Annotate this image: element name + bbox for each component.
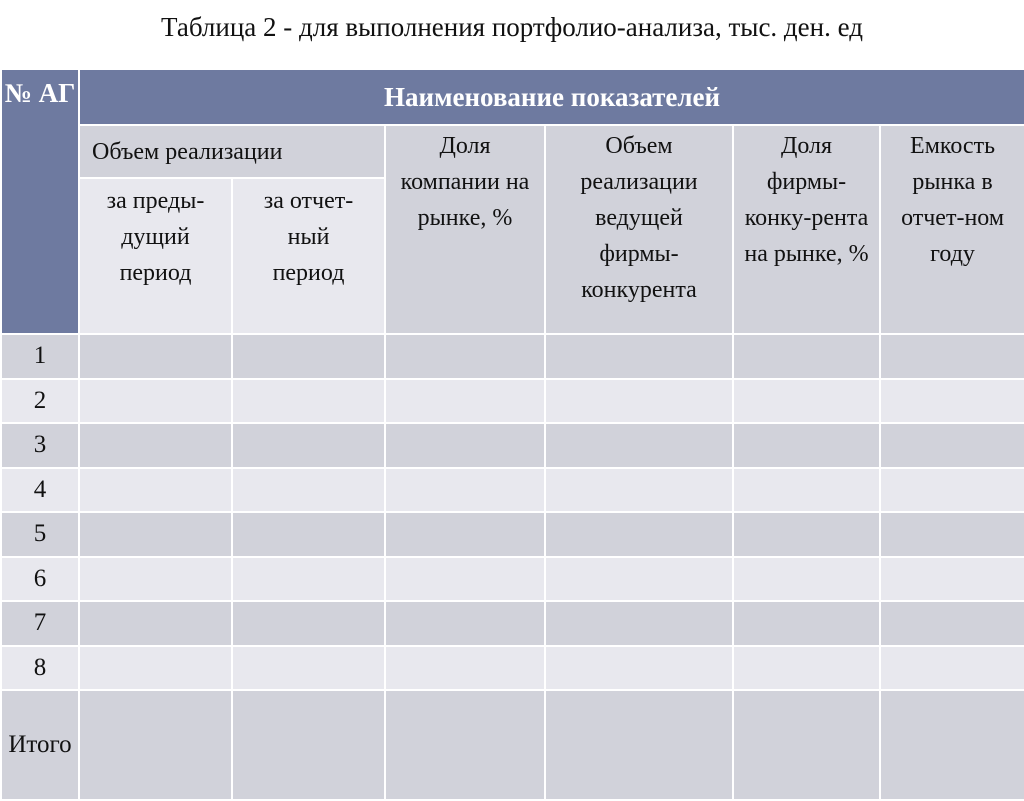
table-title: Таблица 2 - для выполнения портфолио-ана… xyxy=(161,12,863,42)
table-row: 8 xyxy=(0,644,1024,691)
data-cell[interactable] xyxy=(732,377,881,424)
table-row: 3 xyxy=(0,422,1024,469)
data-cell[interactable] xyxy=(78,466,233,513)
data-cell[interactable] xyxy=(878,511,1024,558)
data-cell[interactable] xyxy=(878,689,1024,801)
header-market-capacity: Емкость рынка в отчет-ном году xyxy=(878,124,1024,335)
header-competitor-share: Доля фирмы-конку-рента на рынке, % xyxy=(732,124,881,335)
row-label: 7 xyxy=(0,600,80,647)
data-cell[interactable] xyxy=(231,511,386,558)
row-label: 1 xyxy=(0,333,80,380)
data-cell[interactable] xyxy=(231,689,386,801)
data-cell[interactable] xyxy=(231,333,386,380)
row-label: Итого xyxy=(0,689,80,801)
data-cell[interactable] xyxy=(544,333,734,380)
table-row: 4 xyxy=(0,466,1024,513)
header-ag: № АГ xyxy=(0,68,80,335)
data-cell[interactable] xyxy=(78,333,233,380)
data-cell[interactable] xyxy=(78,644,233,691)
row-label: 4 xyxy=(0,466,80,513)
header-leader-sales: Объем реализации ведущей фирмы-конкурент… xyxy=(544,124,734,335)
data-cell[interactable] xyxy=(544,644,734,691)
data-cell[interactable] xyxy=(231,377,386,424)
header-company-share: Доля компании на рынке, % xyxy=(384,124,546,335)
data-cell[interactable] xyxy=(878,466,1024,513)
data-cell[interactable] xyxy=(384,511,546,558)
row-label: 2 xyxy=(0,377,80,424)
data-cell[interactable] xyxy=(78,422,233,469)
data-cell[interactable] xyxy=(544,555,734,602)
data-cell[interactable] xyxy=(544,511,734,558)
data-cell[interactable] xyxy=(544,600,734,647)
table-row: 6 xyxy=(0,555,1024,602)
table-row: 1 xyxy=(0,333,1024,380)
data-cell[interactable] xyxy=(78,511,233,558)
table-row: 2 xyxy=(0,377,1024,424)
data-cell[interactable] xyxy=(78,377,233,424)
data-cell[interactable] xyxy=(732,466,881,513)
table-row: 7 xyxy=(0,600,1024,647)
data-cell[interactable] xyxy=(231,600,386,647)
data-cell[interactable] xyxy=(878,377,1024,424)
data-cell[interactable] xyxy=(231,644,386,691)
data-cell[interactable] xyxy=(878,333,1024,380)
portfolio-table: № АГ Наименование показателей Объем реал… xyxy=(0,68,1024,801)
data-cell[interactable] xyxy=(231,466,386,513)
data-cell[interactable] xyxy=(732,511,881,558)
data-cell[interactable] xyxy=(544,422,734,469)
data-cell[interactable] xyxy=(78,600,233,647)
row-label: 3 xyxy=(0,422,80,469)
data-cell[interactable] xyxy=(544,466,734,513)
header-prev-period: за преды-дущий период xyxy=(78,177,233,335)
data-cell[interactable] xyxy=(732,422,881,469)
header-curr-period: за отчет-ный период xyxy=(231,177,386,335)
data-cell[interactable] xyxy=(78,555,233,602)
data-cell[interactable] xyxy=(231,422,386,469)
row-label: 8 xyxy=(0,644,80,691)
data-cell[interactable] xyxy=(384,600,546,647)
data-cell[interactable] xyxy=(732,689,881,801)
data-cell[interactable] xyxy=(544,689,734,801)
data-cell[interactable] xyxy=(384,333,546,380)
data-cell[interactable] xyxy=(878,600,1024,647)
data-cell[interactable] xyxy=(878,555,1024,602)
header-indicators: Наименование показателей xyxy=(77,68,1024,126)
data-cell[interactable] xyxy=(732,600,881,647)
data-cell[interactable] xyxy=(732,644,881,691)
table-row: Итого xyxy=(0,689,1024,801)
data-cell[interactable] xyxy=(384,644,546,691)
data-cell[interactable] xyxy=(544,377,734,424)
table-row: 5 xyxy=(0,511,1024,558)
data-cell[interactable] xyxy=(384,377,546,424)
data-cell[interactable] xyxy=(878,644,1024,691)
row-label: 5 xyxy=(0,511,80,558)
data-cell[interactable] xyxy=(384,466,546,513)
data-cell[interactable] xyxy=(732,333,881,380)
data-cell[interactable] xyxy=(732,555,881,602)
data-cell[interactable] xyxy=(231,555,386,602)
data-cell[interactable] xyxy=(878,422,1024,469)
data-cell[interactable] xyxy=(384,689,546,801)
data-cell[interactable] xyxy=(384,555,546,602)
header-sales-volume: Объем реализации xyxy=(78,124,386,179)
row-label: 6 xyxy=(0,555,80,602)
data-cell[interactable] xyxy=(78,689,233,801)
data-cell[interactable] xyxy=(384,422,546,469)
